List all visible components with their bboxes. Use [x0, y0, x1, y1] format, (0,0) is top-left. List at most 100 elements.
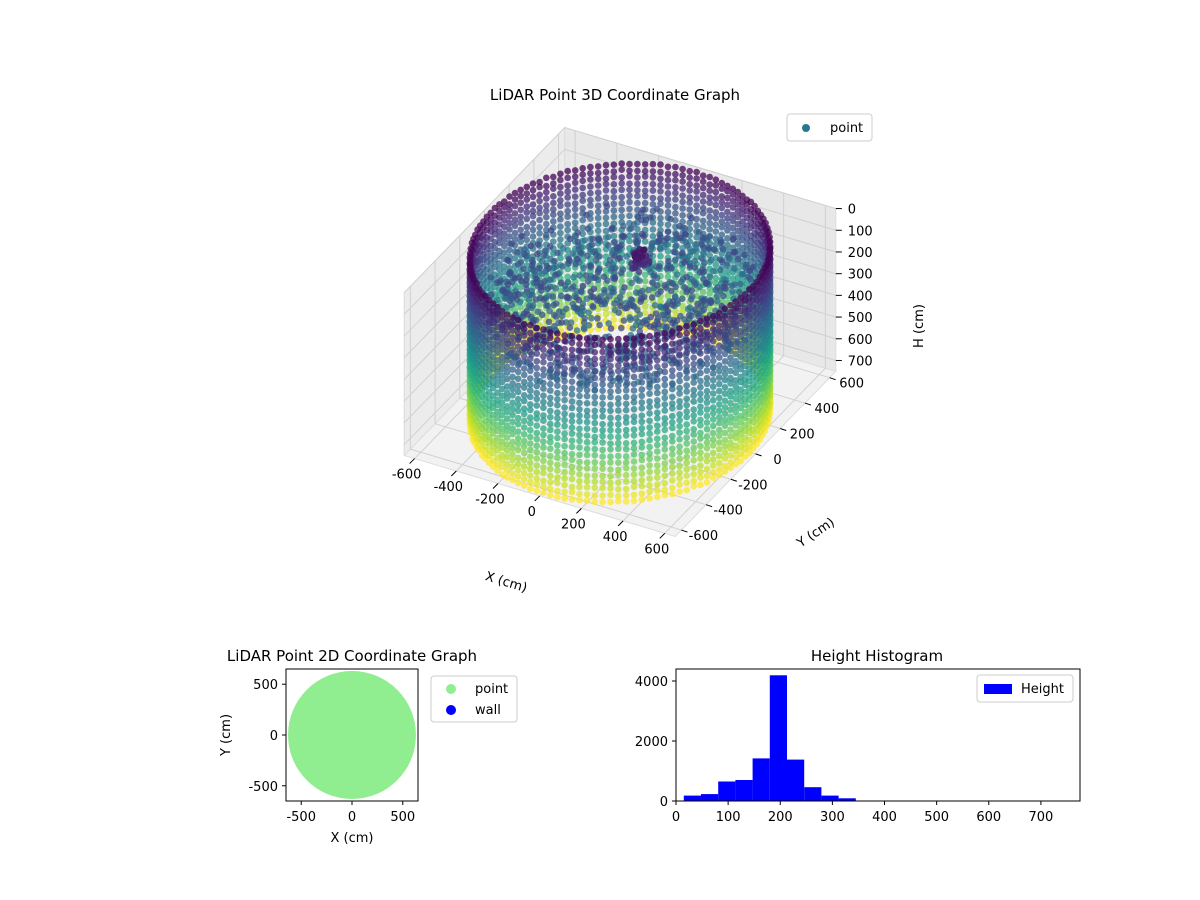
lidar-point — [514, 415, 522, 422]
lidar-point — [716, 394, 723, 402]
lidar-point-interior — [688, 287, 695, 294]
lidar-point — [654, 435, 661, 443]
lidar-point — [498, 444, 506, 452]
lidar-point — [641, 277, 649, 285]
lidar-point — [533, 364, 541, 372]
lidar-point — [622, 341, 630, 348]
lidar-point — [498, 359, 506, 367]
lidar-point — [615, 387, 622, 395]
lidar-point — [509, 334, 516, 341]
lidar-point — [729, 191, 737, 198]
lidar-point — [716, 374, 723, 381]
lidar-point — [661, 355, 669, 362]
lidar-point — [571, 186, 579, 193]
lidar-point — [564, 220, 571, 228]
lidar-point — [550, 180, 557, 187]
tick-label-x: 500 — [390, 810, 415, 825]
lidar-point — [529, 226, 537, 234]
lidar-point — [540, 489, 547, 497]
lidar-point — [607, 433, 614, 441]
lidar-point — [571, 206, 579, 213]
lidar-point — [646, 443, 653, 451]
lidar-point — [732, 442, 739, 449]
lidar-point — [527, 414, 534, 421]
lidar-point — [697, 383, 704, 391]
lidar-point — [591, 374, 599, 382]
lidar-point — [607, 440, 614, 447]
lidar-point — [554, 448, 561, 456]
grid-line-y — [434, 260, 707, 506]
lidar-point — [638, 353, 646, 361]
lidar-point — [576, 477, 583, 485]
lidar-point — [527, 465, 534, 473]
lidar-point — [494, 467, 501, 474]
lidar-point — [721, 436, 729, 444]
lidar-point — [607, 453, 614, 460]
tick-label-y: 0 — [773, 453, 781, 468]
tick-mark-x — [409, 458, 415, 464]
lidar-point — [509, 418, 516, 426]
lidar-point — [509, 430, 516, 438]
lidar-point — [716, 426, 723, 434]
lidar-point — [514, 356, 522, 364]
lidar-point-interior — [611, 274, 619, 281]
lidar-point — [690, 366, 697, 374]
lidar-point — [540, 457, 547, 465]
lidar-point — [498, 314, 506, 321]
lidar-point-interior — [714, 292, 721, 300]
lidar-point — [503, 363, 511, 371]
lidar-point — [501, 223, 508, 231]
lidar-point — [709, 325, 717, 333]
lidar-point-interior — [621, 284, 628, 291]
lidar-point-interior — [666, 279, 673, 286]
lidar-point — [676, 488, 683, 496]
lidar-point — [547, 361, 554, 369]
lidar-point — [591, 381, 599, 389]
lidar-point — [732, 389, 739, 396]
lidar-point-interior — [488, 291, 495, 299]
lidar-point — [571, 179, 579, 187]
lidar-point — [638, 482, 646, 490]
lidar-point — [661, 420, 669, 428]
lidar-point — [540, 352, 547, 360]
lidar-point — [712, 182, 720, 189]
lidar-point — [533, 377, 541, 384]
lidar-point — [568, 412, 576, 419]
lidar-point — [554, 409, 561, 416]
lidar-point-interior — [590, 293, 597, 301]
lidar-point — [661, 440, 669, 447]
lidar-point — [607, 407, 614, 415]
lidar-point-interior — [592, 257, 600, 264]
lidar-point — [661, 329, 669, 337]
lidar-point — [527, 459, 534, 467]
lidar-point — [718, 193, 726, 200]
lidar-point — [626, 270, 633, 278]
lidar-point-interior — [650, 273, 658, 280]
lidar-point-interior — [664, 308, 672, 315]
lidar-point — [706, 213, 713, 221]
chart-2d-xlabel: X (cm) — [331, 831, 374, 846]
lidar-point — [506, 206, 513, 214]
lidar-point — [661, 368, 669, 376]
tick-mark-y — [804, 402, 812, 406]
lidar-point — [721, 416, 729, 424]
lidar-point-interior — [746, 267, 753, 275]
lidar-point-interior — [700, 297, 707, 304]
lidar-point-interior — [637, 298, 644, 306]
lidar-point — [602, 214, 610, 222]
lidar-point — [540, 412, 547, 419]
lidar-point — [729, 204, 737, 211]
lidar-point — [523, 215, 531, 223]
lidar-point — [622, 498, 630, 505]
lidar-point-interior — [692, 306, 699, 313]
lidar-point — [547, 491, 554, 499]
lidar-point — [494, 421, 501, 429]
lidar-point — [498, 385, 506, 393]
lidar-point — [669, 405, 676, 412]
lidar-point-interior — [729, 288, 736, 295]
lidar-point — [561, 435, 568, 443]
lidar-point-interior — [610, 288, 617, 296]
lidar-point — [712, 188, 720, 196]
lidar-point — [494, 330, 501, 338]
lidar-point — [646, 450, 653, 457]
